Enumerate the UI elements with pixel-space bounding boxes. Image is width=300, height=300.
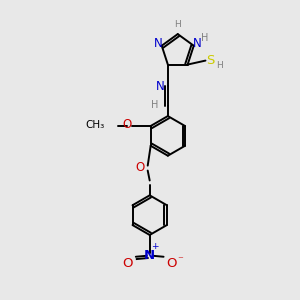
Text: N: N <box>155 80 164 93</box>
Text: O: O <box>123 257 133 270</box>
Text: O: O <box>122 118 131 131</box>
Text: O: O <box>135 161 144 174</box>
Text: S: S <box>206 54 214 67</box>
Text: H: H <box>216 61 223 70</box>
Text: N: N <box>144 249 155 262</box>
Text: +: + <box>151 242 158 251</box>
Text: N: N <box>153 37 162 50</box>
Text: H: H <box>174 20 181 29</box>
Text: CH₃: CH₃ <box>86 120 105 130</box>
Text: N: N <box>193 37 202 50</box>
Text: O: O <box>166 257 177 270</box>
Text: H: H <box>201 33 208 43</box>
Text: ⁻: ⁻ <box>178 256 183 266</box>
Text: H: H <box>151 100 159 110</box>
